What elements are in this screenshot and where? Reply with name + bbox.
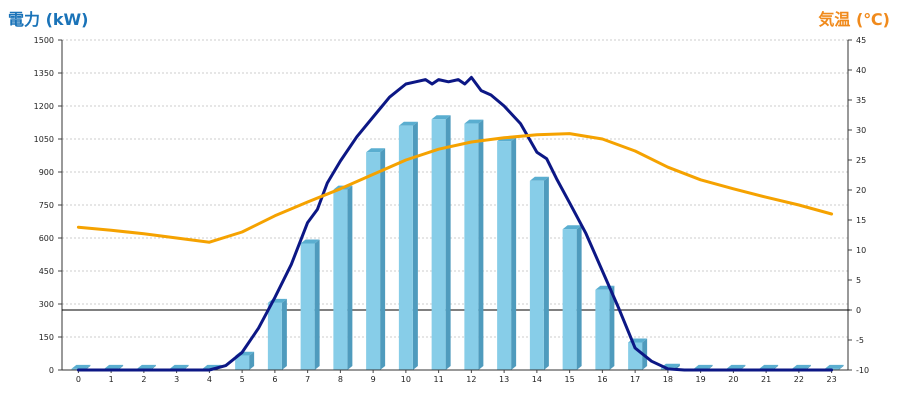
power-series-line: [76, 75, 834, 372]
bar: [300, 239, 320, 370]
x-tick-label: 11: [434, 375, 444, 384]
x-tick-label: 10: [401, 375, 411, 384]
left-tick-label: 0: [49, 366, 54, 375]
left-tick-label: 1350: [34, 69, 54, 78]
x-tick-label: 3: [174, 375, 179, 384]
x-tick-label: 16: [597, 375, 607, 384]
x-tick-label: 19: [696, 375, 706, 384]
left-tick-label: 1050: [34, 135, 54, 144]
bar: [431, 115, 451, 370]
x-tick-label: 6: [272, 375, 277, 384]
bar: [497, 137, 517, 370]
x-tick-label: 8: [338, 375, 343, 384]
bar: [529, 176, 549, 370]
left-tick-label: 600: [39, 234, 54, 243]
x-tick-label: 2: [141, 375, 146, 384]
right-tick-label: -10: [856, 366, 869, 375]
bar: [267, 298, 287, 370]
x-tick-label: 15: [565, 375, 575, 384]
x-tick-label: 20: [728, 375, 738, 384]
x-tick-label: 0: [76, 375, 81, 384]
left-tick-label: 750: [39, 201, 54, 210]
x-tick-label: 23: [827, 375, 837, 384]
right-tick-label: -5: [856, 336, 864, 345]
left-tick-label: 150: [39, 333, 54, 342]
temperature-series-line: [76, 132, 834, 244]
x-tick-label: 14: [532, 375, 542, 384]
bar: [366, 148, 386, 370]
x-tick-label: 21: [761, 375, 771, 384]
x-tick-label: 22: [794, 375, 804, 384]
left-tick-label: 300: [39, 300, 54, 309]
left-tick-label: 1500: [34, 36, 54, 45]
x-tick-label: 1: [109, 375, 114, 384]
right-tick-label: 15: [856, 216, 866, 225]
left-tick-label: 450: [39, 267, 54, 276]
right-tick-label: 25: [856, 156, 866, 165]
left-tick-label: 1200: [34, 102, 54, 111]
bar: [464, 119, 484, 370]
x-tick-label: 5: [240, 375, 245, 384]
right-tick-label: 0: [856, 306, 861, 315]
bar: [595, 285, 615, 370]
bar: [333, 185, 353, 370]
x-tick-label: 13: [499, 375, 509, 384]
right-axis-title: 気温 (℃): [818, 10, 890, 29]
right-tick-label: 45: [856, 36, 866, 45]
right-tick-label: 20: [856, 186, 866, 195]
x-tick-label: 9: [371, 375, 376, 384]
right-tick-label: 5: [856, 276, 861, 285]
x-tick-label: 18: [663, 375, 673, 384]
right-tick-label: 30: [856, 126, 866, 135]
x-tick-label: 12: [466, 375, 476, 384]
right-tick-label: 10: [856, 246, 866, 255]
bar: [398, 121, 418, 370]
bar: [562, 225, 582, 370]
x-tick-label: 17: [630, 375, 640, 384]
right-tick-label: 40: [856, 66, 866, 75]
left-axis-title: 電力 (kW): [8, 10, 89, 29]
left-tick-label: 900: [39, 168, 54, 177]
x-tick-label: 7: [305, 375, 310, 384]
right-tick-label: 35: [856, 96, 866, 105]
x-tick-label: 4: [207, 375, 212, 384]
